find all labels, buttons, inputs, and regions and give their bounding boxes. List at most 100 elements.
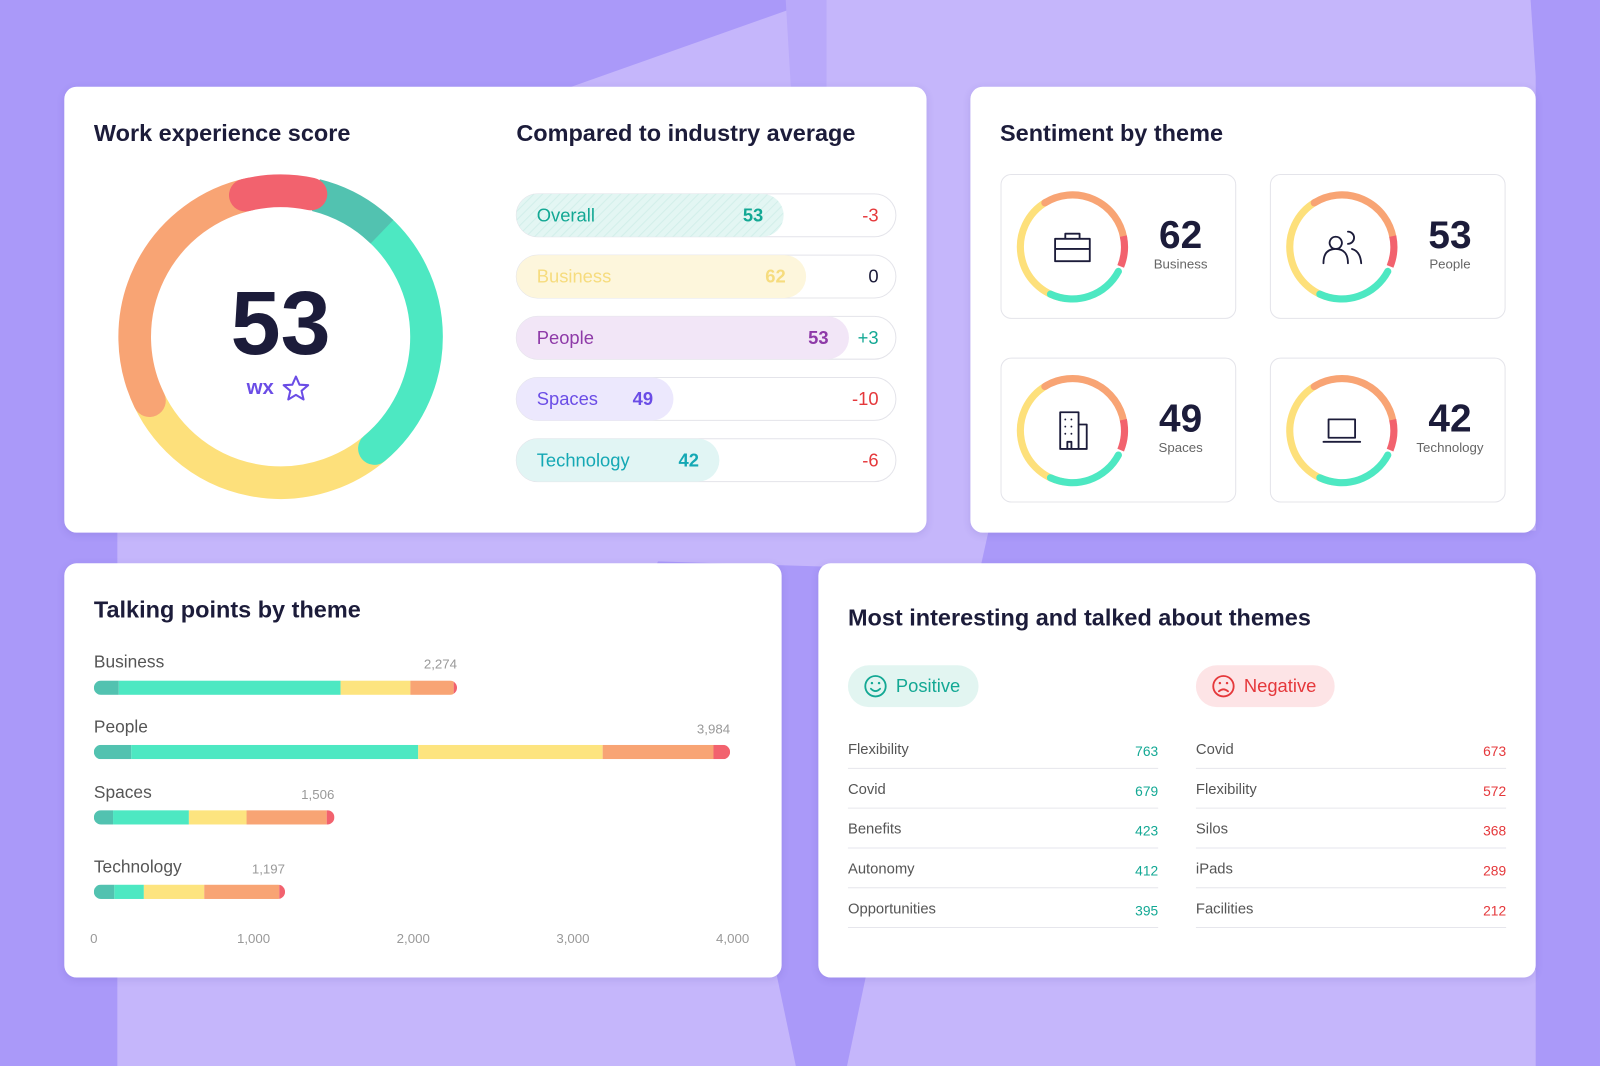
theme-count: 673 — [1483, 743, 1507, 759]
theme-total: 3,984 — [696, 721, 731, 737]
compare-pill — [516, 316, 849, 360]
compare-pill — [516, 438, 720, 482]
ring-arc — [1386, 235, 1398, 268]
theme-total: 1,197 — [251, 861, 286, 877]
sentiment-value: 49 — [1159, 397, 1203, 441]
negative-pill — [1195, 665, 1335, 708]
ring-arc — [1386, 419, 1398, 452]
theme-icon — [1059, 411, 1088, 450]
face-eye — [1218, 681, 1222, 685]
compare-delta: +3 — [857, 327, 879, 348]
ring-arc — [228, 174, 328, 212]
ring-arc — [1310, 191, 1397, 242]
compare-pill — [516, 377, 674, 421]
card-title: Work experience score — [93, 119, 351, 146]
sentiment-box — [1269, 173, 1506, 319]
ring-arc — [1286, 198, 1334, 302]
ring-arc — [1117, 235, 1129, 268]
compare-value: 42 — [678, 449, 699, 470]
face-mouth — [869, 687, 882, 692]
sentiment-label: Technology — [1416, 439, 1484, 456]
bar-segment — [113, 810, 189, 825]
bar-segment — [418, 744, 603, 760]
score-unit: wx — [246, 376, 274, 399]
theme-count: 395 — [1135, 902, 1159, 918]
bar-segment — [93, 810, 114, 825]
sentiment-label: Spaces — [1158, 439, 1203, 456]
sentiment-box — [1269, 357, 1506, 503]
ring-arc — [1310, 375, 1397, 426]
bar-segment — [713, 744, 731, 760]
theme-icon — [1322, 230, 1363, 265]
star-icon — [282, 375, 310, 401]
ring-arc — [1016, 198, 1065, 302]
theme-count: 763 — [1135, 743, 1159, 759]
compare-value: 53 — [808, 327, 829, 348]
theme-name: iPads — [1195, 861, 1233, 878]
theme-count: 368 — [1483, 822, 1507, 839]
ring-arc — [358, 208, 443, 465]
bar-segment — [114, 884, 144, 899]
bar-segment — [188, 810, 247, 825]
stacked-bar — [93, 680, 458, 695]
theme-name: Facilities — [1195, 901, 1254, 918]
x-tick-label: 0 — [90, 930, 98, 946]
theme-count: 572 — [1483, 783, 1507, 799]
compare-delta: -6 — [862, 449, 879, 470]
themes-card — [818, 563, 1536, 978]
face-icon — [1212, 675, 1235, 698]
compare-pill — [516, 193, 784, 237]
positive-pill — [847, 665, 979, 708]
negative-label: Negative — [1243, 674, 1317, 696]
compare-label: Spaces — [536, 388, 599, 409]
bar-segment — [93, 884, 115, 899]
ring-arc — [1041, 375, 1128, 426]
bar-segment — [410, 680, 454, 695]
bar-segment — [143, 884, 205, 899]
face-eye — [870, 681, 874, 685]
score-value: 53 — [230, 271, 331, 373]
ring-arc — [130, 385, 398, 499]
card-title: Compared to industry average — [516, 119, 856, 146]
sentiment-label: People — [1429, 256, 1471, 272]
sentiment-value: 53 — [1428, 213, 1472, 257]
theme-icon — [1054, 232, 1091, 263]
bar-segment — [602, 744, 714, 760]
compare-delta: -10 — [852, 388, 879, 409]
card-title: Most interesting and talked about themes — [847, 604, 1311, 631]
compare-value: 53 — [742, 204, 764, 225]
x-tick-label: 3,000 — [556, 930, 590, 946]
positive-label: Positive — [895, 674, 961, 696]
ring-arc — [1046, 267, 1122, 303]
theme-label: Technology — [93, 857, 182, 877]
compare-pill — [516, 255, 807, 298]
face-icon — [864, 675, 887, 698]
ring-arc — [1046, 451, 1122, 487]
face-eye — [1225, 681, 1229, 685]
bar-segment — [246, 810, 327, 825]
theme-count: 423 — [1135, 822, 1159, 839]
bar-segment — [326, 810, 335, 825]
bar-segment — [340, 680, 411, 695]
ring-arc — [1117, 419, 1129, 452]
theme-name: Opportunities — [847, 901, 936, 918]
sentiment-label: Business — [1153, 256, 1208, 272]
compare-label: Overall — [536, 204, 595, 225]
bar-segment — [118, 680, 341, 695]
theme-count: 679 — [1135, 783, 1159, 799]
theme-label: Spaces — [93, 782, 152, 803]
stacked-bar — [93, 810, 335, 825]
compare-label: Business — [536, 265, 612, 287]
theme-total: 1,506 — [301, 786, 335, 803]
sentiment-value: 62 — [1159, 213, 1203, 257]
ring-arc — [1316, 451, 1392, 487]
bar-segment — [93, 744, 132, 760]
talking-points-card — [64, 563, 782, 978]
theme-icon — [1322, 418, 1362, 443]
sentiment-value: 42 — [1428, 397, 1472, 441]
x-tick-label: 4,000 — [716, 930, 750, 946]
sentiment-box — [1000, 357, 1237, 503]
ring-arc — [1316, 267, 1392, 303]
